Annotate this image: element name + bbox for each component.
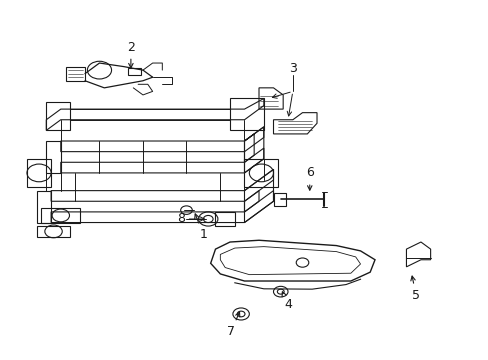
Text: 5: 5	[410, 276, 419, 302]
Text: 6: 6	[305, 166, 313, 190]
Text: 3: 3	[288, 62, 296, 75]
Text: 8: 8	[176, 212, 184, 225]
Text: 7: 7	[226, 312, 239, 338]
Text: 4: 4	[282, 292, 291, 311]
Text: 1: 1	[194, 214, 207, 242]
Text: 2: 2	[127, 41, 135, 68]
